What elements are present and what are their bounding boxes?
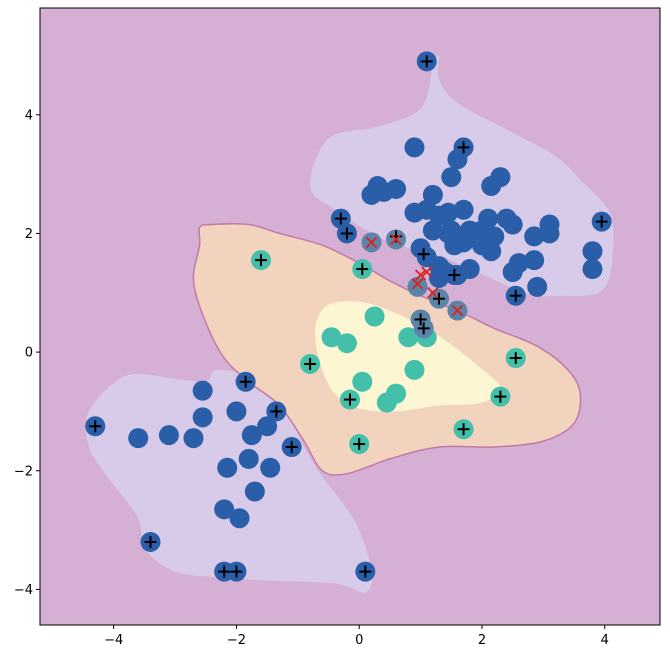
class-0-point (241, 425, 262, 446)
class-0-point (524, 226, 545, 247)
x-tick-label: −4 (104, 633, 123, 648)
plus-marker (254, 254, 267, 267)
class-0-point (444, 235, 465, 256)
plus-marker (359, 565, 372, 578)
class-0-point (539, 223, 560, 244)
x-marker-b (411, 278, 424, 290)
plus-marker (457, 423, 470, 436)
x-tick-label: 4 (601, 633, 609, 648)
y-tick-label: −4 (14, 583, 33, 598)
class-0-point (214, 499, 235, 520)
plus-marker (230, 565, 243, 578)
plus-marker (304, 357, 317, 370)
class-0-point (582, 241, 603, 262)
class-1-point (321, 327, 342, 348)
plus-marker (270, 405, 283, 418)
class-1-point (404, 359, 425, 380)
plot-frame (39, 7, 661, 626)
plus-marker (509, 289, 522, 302)
class-1-point (398, 327, 419, 348)
class-0-point (192, 380, 213, 401)
class-0-point (438, 202, 459, 223)
class-0-point (481, 241, 502, 262)
plot-area (40, 8, 660, 625)
class-0-point (582, 259, 603, 280)
class-0-point (192, 407, 213, 428)
x-marker (451, 304, 464, 317)
class-0-point (441, 167, 462, 188)
class-0-point (524, 250, 545, 271)
y-tick-label: 4 (25, 108, 33, 123)
x-marker (414, 269, 427, 281)
y-tick-label: −2 (14, 464, 33, 479)
class-0-point (527, 276, 548, 297)
x-tick-label: −2 (227, 633, 246, 648)
x-marker (390, 233, 402, 246)
class-1-point (376, 392, 397, 413)
x-marker-b (427, 287, 439, 299)
class-1-point (364, 306, 385, 327)
class-0-point (502, 214, 523, 235)
x-tick-label: 2 (478, 633, 486, 648)
class-0-point (447, 149, 468, 170)
x-marker (421, 266, 433, 278)
x-marker (411, 278, 424, 290)
plus-marker (417, 248, 430, 261)
plus-marker (420, 55, 433, 68)
class-0-point (453, 199, 474, 220)
point-markers (89, 55, 608, 578)
class-0-point (217, 457, 238, 478)
y-axis: −4 −2 0 2 4 (14, 108, 40, 598)
plus-marker (218, 565, 231, 578)
plus-marker (509, 352, 522, 365)
x-marker (427, 287, 439, 299)
class-0-point (238, 448, 259, 469)
plus-marker (457, 141, 470, 154)
x-marker-b (365, 236, 378, 248)
plus-marker (414, 313, 427, 326)
x-marker-b (451, 304, 464, 317)
class-0-point (481, 175, 502, 196)
class-0-point (502, 262, 523, 283)
plus-marker (285, 441, 298, 454)
class-0-point (158, 425, 179, 446)
plus-marker (494, 390, 507, 403)
class-0-point (244, 481, 265, 502)
plus-marker (433, 292, 446, 305)
plus-marker (334, 212, 347, 225)
plus-marker (344, 393, 356, 406)
x-marker-b (421, 266, 433, 278)
plus-marker (448, 268, 461, 281)
class-0-point (404, 137, 425, 158)
plus-marker (353, 438, 366, 451)
y-tick-label: 2 (25, 227, 33, 242)
x-marker (365, 236, 378, 248)
plus-marker (144, 535, 157, 548)
x-tick-label: 0 (355, 633, 363, 648)
plus-marker (340, 227, 353, 240)
plus-marker (356, 263, 369, 276)
class-0-point (422, 220, 443, 241)
x-axis: −4 −2 0 2 4 (104, 625, 609, 648)
x-marker-b (390, 233, 402, 246)
class-0-point (361, 184, 382, 205)
class-1-point (336, 333, 357, 354)
misclassified-point (407, 276, 428, 297)
x-marker-b (414, 269, 427, 281)
y-tick-label: 0 (25, 346, 33, 361)
plus-marker (595, 215, 608, 228)
class-0-point (226, 401, 247, 422)
class-0-point (128, 428, 149, 449)
class-0-point (260, 457, 281, 478)
class-0-point (429, 267, 450, 288)
class-1-point (352, 371, 373, 392)
class-0-point (386, 178, 407, 199)
class-0-point (257, 416, 278, 437)
plus-marker (417, 322, 430, 335)
class-0-point (229, 508, 250, 529)
plus-marker (89, 420, 102, 433)
class-0-point (183, 428, 204, 449)
plus-marker (239, 375, 252, 388)
